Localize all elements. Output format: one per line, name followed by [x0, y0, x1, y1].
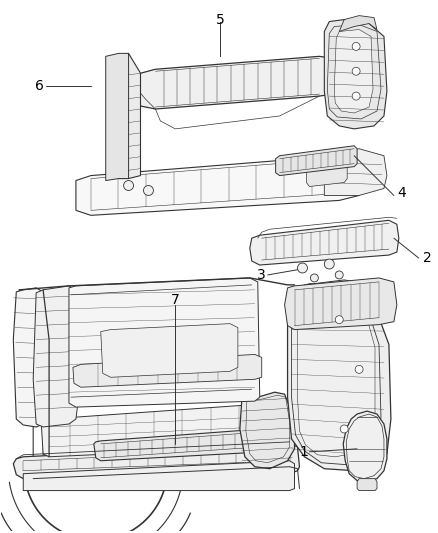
- Polygon shape: [41, 404, 270, 457]
- Circle shape: [335, 271, 343, 279]
- Text: 5: 5: [215, 13, 224, 27]
- Text: 3: 3: [258, 268, 266, 282]
- Polygon shape: [307, 163, 347, 187]
- Polygon shape: [339, 15, 377, 31]
- Polygon shape: [94, 429, 268, 461]
- Polygon shape: [288, 284, 391, 471]
- Polygon shape: [13, 288, 49, 427]
- Text: 6: 6: [35, 79, 44, 93]
- Circle shape: [324, 259, 334, 269]
- Circle shape: [144, 185, 153, 196]
- Polygon shape: [240, 392, 294, 469]
- Text: 2: 2: [423, 251, 431, 265]
- Circle shape: [311, 274, 318, 282]
- Polygon shape: [73, 354, 262, 387]
- Circle shape: [340, 425, 348, 433]
- Circle shape: [355, 365, 363, 373]
- Polygon shape: [13, 444, 300, 479]
- Circle shape: [352, 67, 360, 75]
- Polygon shape: [23, 461, 294, 490]
- Polygon shape: [357, 479, 377, 490]
- Polygon shape: [285, 278, 397, 329]
- Polygon shape: [276, 146, 357, 175]
- Polygon shape: [119, 53, 141, 179]
- Circle shape: [352, 92, 360, 100]
- Circle shape: [124, 181, 134, 190]
- Polygon shape: [33, 286, 81, 427]
- Polygon shape: [324, 149, 387, 196]
- Polygon shape: [69, 278, 260, 407]
- Polygon shape: [301, 280, 377, 321]
- Polygon shape: [324, 20, 387, 129]
- Circle shape: [335, 316, 343, 324]
- Polygon shape: [76, 156, 359, 215]
- Circle shape: [297, 263, 307, 273]
- Circle shape: [352, 43, 360, 51]
- Polygon shape: [297, 294, 375, 457]
- Polygon shape: [250, 220, 399, 265]
- Text: 1: 1: [299, 445, 308, 459]
- Polygon shape: [101, 324, 238, 377]
- Text: 7: 7: [171, 293, 180, 307]
- Polygon shape: [106, 53, 129, 181]
- Polygon shape: [138, 56, 344, 109]
- Polygon shape: [343, 411, 387, 482]
- Polygon shape: [334, 29, 373, 113]
- Text: 4: 4: [397, 187, 406, 200]
